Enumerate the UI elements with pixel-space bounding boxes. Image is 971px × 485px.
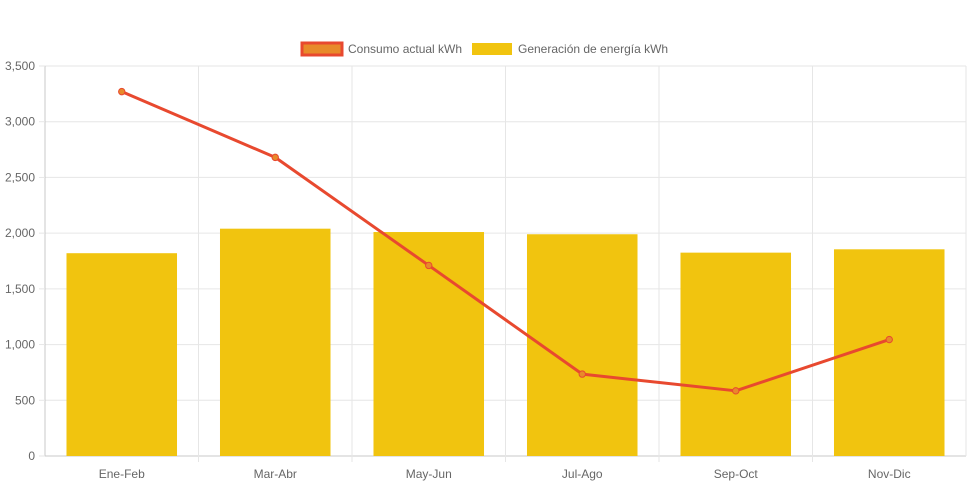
axes: 0 500 1,000 1,500 2,000 2,500 3,000 3,500 Ene-Fe…: [5, 59, 911, 481]
legend-swatch-consumo: [300, 41, 344, 57]
grid-lines: [44, 65, 967, 462]
line-series: [118, 87, 893, 395]
point-consumo: [578, 370, 586, 378]
legend-label-consumo: Consumo actual kWh: [348, 42, 462, 56]
y-tick-label: 1,500: [5, 282, 35, 296]
y-tick-label: 500: [15, 393, 35, 407]
x-tick-label: Mar-Abr: [254, 467, 297, 481]
x-tick-label: May-Jun: [406, 467, 452, 481]
bar-generacion: [526, 234, 638, 456]
x-tick-label: Nov-Dic: [868, 467, 911, 481]
point-consumo: [885, 335, 893, 344]
x-tick-label: Sep-Oct: [714, 467, 759, 481]
bar-generacion: [66, 253, 178, 456]
point-consumo: [271, 153, 279, 162]
legend-swatch-generacion: [472, 43, 512, 55]
line-consumo: [121, 90, 890, 393]
y-tick-label: 2,000: [5, 226, 35, 240]
x-tick-label: Jul-Ago: [562, 467, 603, 481]
point-consumo: [732, 387, 740, 395]
y-tick-label: 2,500: [5, 170, 35, 184]
bar-generacion: [680, 252, 792, 456]
bar-generacion: [373, 232, 485, 456]
y-tick-label: 3,000: [5, 115, 35, 129]
y-tick-label: 0: [28, 449, 35, 463]
legend-label-generacion: Generación de energía kWh: [518, 42, 668, 56]
point-consumo: [118, 87, 126, 96]
bar-generacion: [219, 228, 331, 456]
x-tick-label: Ene-Feb: [99, 467, 145, 481]
legend: Consumo actual kWh Generación de energía…: [300, 41, 668, 57]
legend-item-consumo[interactable]: Consumo actual kWh: [300, 41, 462, 57]
legend-item-generacion[interactable]: Generación de energía kWh: [472, 42, 668, 56]
point-consumo: [425, 261, 433, 270]
y-tick-label: 3,500: [5, 59, 35, 73]
y-tick-label: 1,000: [5, 338, 35, 352]
